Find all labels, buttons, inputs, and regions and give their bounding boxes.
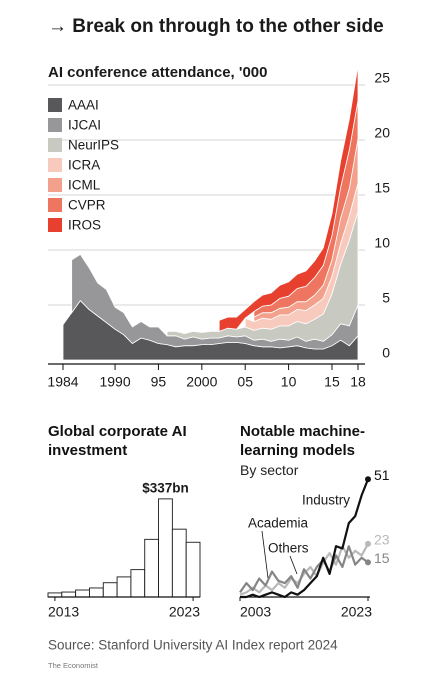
x-tick-label: 2023 [169,604,200,620]
x-tick-label: 2003 [240,604,271,620]
legend-swatch [48,158,62,172]
chart-title: AI conference attendance, '000 [48,64,268,81]
bar [116,576,132,598]
end-value-label: 51 [374,467,390,483]
x-tick-label: 2013 [48,604,79,620]
area [218,65,359,332]
bar [130,569,146,598]
series-label: Industry [302,493,350,508]
series-label: Others [268,541,309,556]
chart-title: Global corporate AI investment [48,423,187,459]
bar [89,587,104,598]
y-tick-label: 25 [374,70,390,86]
bar [144,538,159,598]
bar [61,591,77,598]
legend-label: IROS [68,218,101,233]
source: Source: Stanford University AI Index rep… [48,638,338,653]
x-tick-label: 18 [350,374,366,390]
legend-swatch [48,198,62,212]
bar [102,582,118,598]
label-pointer [261,530,269,579]
bar [158,498,173,598]
legend-swatch [48,118,62,132]
legend-swatch [48,218,62,232]
legend-label: CVPR [68,198,106,213]
series-label: Academia [248,516,309,531]
legend-label: ICML [68,178,101,193]
line [239,545,369,594]
legend-label: ICRA [68,158,100,173]
bar [171,528,187,598]
end-value-label: 23 [374,532,390,548]
x-tick-label: 95 [151,374,167,390]
y-tick-label: 5 [382,290,390,306]
value-label: $337bn [142,480,189,495]
end-point [365,559,371,566]
chart-subtitle: By sector [240,462,299,478]
x-tick-label: 1990 [99,374,130,390]
label-pointer [289,555,298,575]
x-tick-label: 2023 [341,604,372,620]
bar [185,541,201,598]
x-tick-label: 05 [237,374,253,390]
legend-swatch [48,138,62,152]
credit: The Economist [48,661,99,670]
y-tick-label: 0 [382,345,390,361]
page-title: → Break on through to the other side [48,16,384,37]
bar [75,589,90,598]
legend-label: NeurIPS [68,138,119,153]
end-value-label: 15 [374,550,390,566]
x-tick-label: 1984 [47,374,78,390]
legend-swatch [48,98,62,112]
end-point [365,540,371,547]
chart-title: Notable machine-learning models [240,423,366,459]
x-tick-label: 15 [324,374,340,390]
legend-label: AAAI [68,98,99,113]
legend-label: IJCAI [68,118,101,133]
bar [47,592,63,598]
y-tick-label: 20 [374,125,390,141]
line [240,478,370,599]
x-tick-label: 10 [281,374,297,390]
y-tick-label: 10 [374,235,390,251]
legend-swatch [48,178,62,192]
end-point [365,476,371,483]
y-tick-label: 15 [374,180,390,196]
x-tick-label: 2000 [186,374,217,390]
